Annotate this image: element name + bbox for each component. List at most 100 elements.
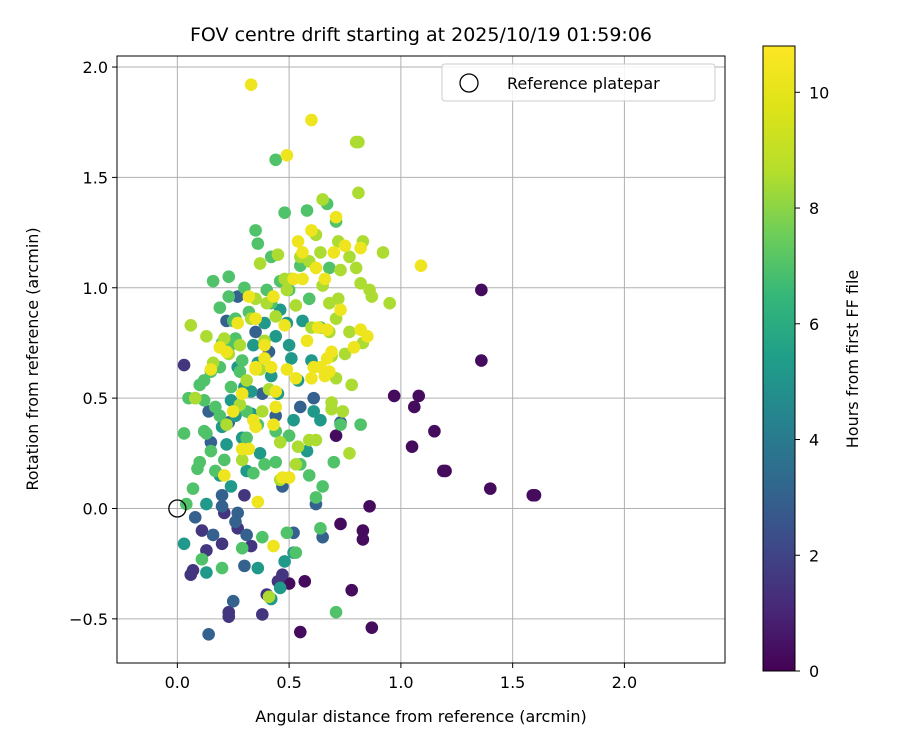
data-point (291, 440, 305, 453)
data-point (271, 248, 285, 261)
data-point (287, 413, 300, 427)
data-point (345, 583, 359, 597)
data-point (255, 608, 269, 621)
data-point (296, 246, 309, 259)
colorbar-tick-label: 4 (809, 431, 819, 450)
y-axis-label: Rotation from reference (arcmin) (23, 227, 42, 490)
data-point (323, 365, 336, 378)
data-point (249, 360, 262, 374)
data-point (233, 338, 247, 352)
data-point (405, 440, 419, 453)
data-point (249, 312, 262, 325)
data-point (217, 469, 231, 482)
data-point (356, 533, 370, 546)
data-point (412, 389, 426, 403)
data-point (314, 522, 327, 535)
x-tick-label: 0.5 (276, 673, 301, 692)
data-point (387, 389, 401, 403)
y-tick-label: 2.0 (83, 58, 108, 77)
x-tick-label: 1.0 (388, 673, 413, 692)
data-point (251, 561, 265, 575)
data-point (314, 246, 327, 259)
data-point (323, 261, 336, 275)
data-point (235, 354, 249, 367)
data-point (329, 605, 343, 619)
data-point (278, 272, 291, 286)
data-point (222, 290, 236, 303)
axis-layer: 0.0 0.5 1.0 1.5 2.0 −0.5 0.0 0.5 1.0 1.5 2.0 (69, 58, 637, 692)
data-point (233, 365, 247, 378)
data-point (278, 206, 291, 220)
data-point (200, 330, 213, 343)
data-point (220, 418, 233, 431)
data-point (282, 429, 296, 442)
data-point (226, 405, 240, 418)
data-point (200, 566, 213, 579)
data-point (255, 530, 269, 544)
data-point (414, 259, 428, 272)
data-point (329, 210, 343, 224)
data-point (282, 471, 296, 484)
data-point (238, 559, 251, 573)
data-point (188, 511, 202, 524)
data-point (273, 581, 287, 595)
x-tick-label: 0.0 (165, 673, 190, 692)
data-point (282, 338, 296, 352)
data-point (206, 274, 220, 288)
data-point (349, 261, 363, 275)
data-point (296, 314, 309, 328)
data-point (258, 458, 271, 471)
x-tick-label: 1.5 (500, 673, 525, 692)
data-point (258, 338, 271, 352)
data-point (258, 352, 271, 365)
reference-platepar-marker (168, 499, 187, 518)
data-point (206, 528, 220, 542)
data-point (204, 363, 218, 376)
data-point (327, 246, 341, 259)
data-point (347, 341, 361, 354)
data-point (269, 385, 283, 398)
data-point (184, 318, 198, 332)
plot-frame (116, 55, 726, 664)
data-point (251, 495, 265, 509)
data-point (231, 316, 245, 330)
colorbar-label: Hours from first FF file (843, 270, 862, 449)
data-point (202, 628, 215, 641)
data-point (291, 235, 305, 248)
data-point (224, 480, 238, 493)
data-point (280, 526, 294, 540)
data-point (179, 497, 193, 511)
colorbar: 0 2 4 6 8 10 Hours from first FF file (762, 45, 862, 681)
data-point (305, 113, 318, 127)
data-point (428, 424, 441, 438)
data-point (383, 296, 397, 310)
data-point (327, 455, 341, 469)
data-point (345, 378, 359, 392)
data-point (334, 418, 347, 431)
data-point (314, 413, 327, 427)
data-point (188, 391, 202, 405)
data-point (287, 272, 300, 286)
data-point (217, 453, 231, 467)
data-point (197, 374, 211, 387)
y-tick-label: 0.0 (83, 499, 108, 518)
data-point (229, 515, 242, 529)
data-point (329, 429, 343, 442)
data-point (302, 292, 316, 306)
legend-marker-icon (459, 73, 479, 93)
data-point (343, 325, 356, 339)
data-point (285, 352, 298, 365)
data-point (195, 552, 209, 566)
colorbar-tick-label: 2 (809, 546, 819, 565)
data-point (338, 239, 352, 253)
data-point (191, 462, 204, 476)
data-point (240, 374, 253, 387)
data-point (289, 458, 303, 471)
data-point (247, 338, 260, 352)
data-point (215, 537, 229, 551)
data-point (320, 352, 334, 365)
data-point (309, 261, 323, 275)
data-point (267, 418, 280, 431)
colorbar-ticks: 0 2 4 6 8 10 (795, 83, 829, 681)
